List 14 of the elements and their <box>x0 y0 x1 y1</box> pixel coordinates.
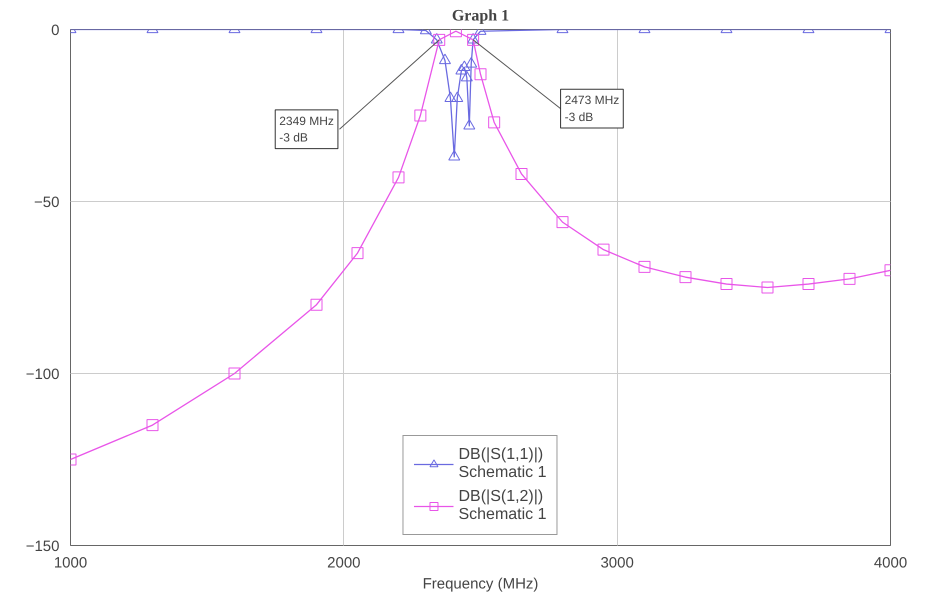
legend-label: DB(|S(1,2)|) Schematic 1 <box>458 488 547 524</box>
y-tick-label: −50 <box>34 194 60 211</box>
x-axis-title: Frequency (MHz) <box>422 576 538 592</box>
legend-label: DB(|S(1,1)|) Schematic 1 <box>458 446 547 482</box>
annotation: 2473 MHz -3 dB <box>564 93 620 124</box>
annotation: 2349 MHz -3 dB <box>279 114 334 145</box>
y-tick-label: 0 <box>51 22 60 39</box>
x-tick-label: 4000 <box>874 554 908 572</box>
x-tick-label: 1000 <box>54 554 88 572</box>
chart-title: Graph 1 <box>452 8 510 24</box>
x-tick-label: 3000 <box>600 554 634 572</box>
y-tick-label: −150 <box>26 538 60 555</box>
x-tick-label: 2000 <box>327 554 361 572</box>
y-tick-label: −100 <box>26 366 60 383</box>
